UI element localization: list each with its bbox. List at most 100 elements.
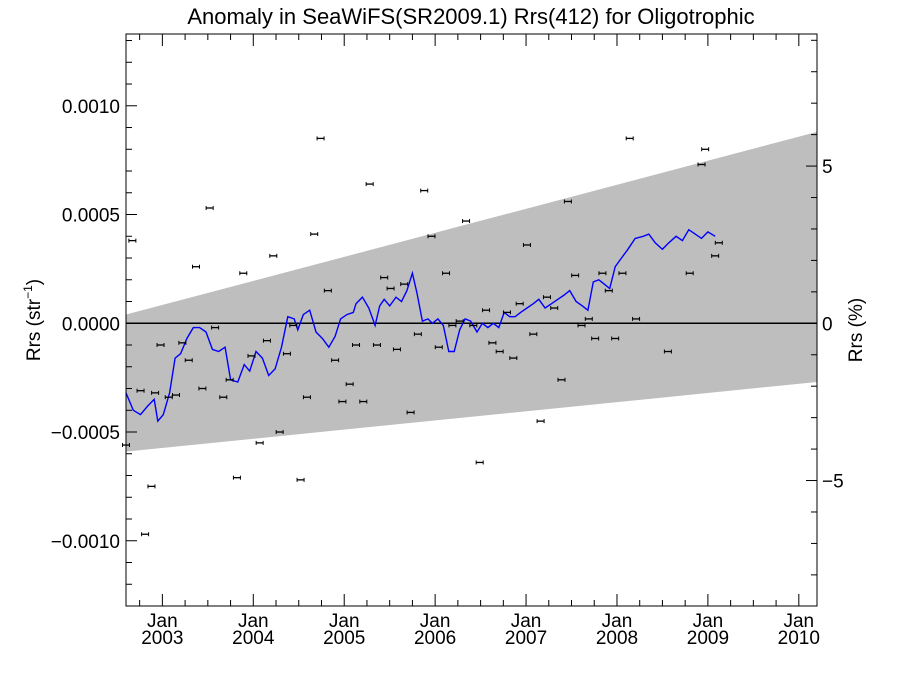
x-tick-label-month: Jan xyxy=(783,611,814,632)
data-point xyxy=(515,301,524,306)
data-point xyxy=(184,358,193,363)
data-point xyxy=(275,430,284,435)
data-point xyxy=(488,340,497,345)
data-point xyxy=(136,388,145,393)
data-point xyxy=(380,275,389,280)
data-point xyxy=(448,323,457,328)
x-tick-label-year: 2009 xyxy=(687,628,729,649)
data-point xyxy=(128,238,137,243)
data-point xyxy=(482,308,491,313)
y-tick-label: 0.0000 xyxy=(62,314,120,335)
data-point xyxy=(386,286,395,291)
x-tick-label-year: 2005 xyxy=(323,628,365,649)
data-point xyxy=(198,386,207,391)
data-point xyxy=(663,349,672,354)
data-point xyxy=(225,377,234,382)
data-point xyxy=(178,340,187,345)
y-tick-label: 0.0010 xyxy=(62,97,120,118)
data-point xyxy=(255,440,264,445)
y-right-tick-label: 0 xyxy=(822,314,833,335)
data-point xyxy=(372,343,381,348)
data-point xyxy=(359,399,368,404)
y-tick-label: −0.0010 xyxy=(51,532,120,553)
y-axis-label-superscript: −1 xyxy=(21,285,35,299)
data-point xyxy=(577,323,586,328)
axis-ticks xyxy=(126,34,817,606)
data-point xyxy=(591,336,600,341)
trend-band xyxy=(126,131,817,452)
x-tick-label-month: Jan xyxy=(602,611,633,632)
y-axis-label-main: Rrs (str xyxy=(24,298,45,361)
data-point xyxy=(406,410,415,415)
y-right-tick-label: 5 xyxy=(822,157,833,178)
data-point xyxy=(352,343,361,348)
y-tick-label: −0.0005 xyxy=(51,423,120,444)
data-point xyxy=(289,323,298,328)
data-point xyxy=(529,332,538,337)
x-tick-label-year: 2006 xyxy=(414,628,456,649)
x-tick-labels: Jan2003Jan2004Jan2005Jan2006Jan2007Jan20… xyxy=(141,611,820,649)
data-point xyxy=(604,288,613,293)
data-point xyxy=(584,316,593,321)
data-point xyxy=(536,419,545,424)
data-point xyxy=(557,377,566,382)
data-point xyxy=(625,136,634,141)
y-axis-label-close: ) xyxy=(24,279,45,285)
data-point xyxy=(502,310,511,315)
data-point xyxy=(455,319,464,324)
y-tick-labels: 0.0010 0.0005 0.0000 −0.0005 −0.0010 xyxy=(51,97,120,553)
data-point xyxy=(262,338,271,343)
data-point xyxy=(219,395,228,400)
data-point xyxy=(338,399,347,404)
data-point xyxy=(211,325,220,330)
y-tick-label: 0.0005 xyxy=(62,206,120,227)
x-tick-label-year: 2003 xyxy=(141,628,183,649)
data-point xyxy=(205,205,214,210)
data-point xyxy=(310,232,319,237)
y-right-tick-labels: 5 0 −5 xyxy=(822,157,844,492)
data-point xyxy=(192,264,201,269)
data-point xyxy=(151,390,160,395)
data-point xyxy=(427,234,436,239)
data-point xyxy=(685,271,694,276)
data-point xyxy=(495,349,504,354)
data-point xyxy=(571,273,580,278)
x-tick-label-year: 2004 xyxy=(232,628,275,649)
data-point xyxy=(469,323,478,328)
data-point xyxy=(247,353,256,358)
data-point xyxy=(697,162,706,167)
data-point xyxy=(269,253,278,258)
data-point xyxy=(434,345,443,350)
x-tick-label-month: Jan xyxy=(511,611,542,632)
data-point xyxy=(345,382,354,387)
y-right-axis-label: Rrs (%) xyxy=(846,298,867,362)
data-point xyxy=(462,219,471,224)
data-point xyxy=(701,147,710,152)
data-point xyxy=(413,332,422,337)
data-point xyxy=(618,271,627,276)
data-point xyxy=(147,484,156,489)
x-tick-label-year: 2007 xyxy=(505,628,547,649)
x-tick-label-month: Jan xyxy=(147,611,178,632)
data-point xyxy=(282,351,291,356)
data-point xyxy=(420,188,429,193)
y-axis-label: Rrs (str−1) xyxy=(21,279,45,361)
data-point xyxy=(714,240,723,245)
data-point xyxy=(316,136,325,141)
data-point xyxy=(331,358,340,363)
data-point xyxy=(141,532,150,537)
x-tick-label-month: Jan xyxy=(420,611,451,632)
x-tick-label-month: Jan xyxy=(693,611,724,632)
plot-frame xyxy=(125,33,818,607)
data-point xyxy=(323,288,332,293)
data-point xyxy=(232,475,241,480)
x-tick-label-year: 2008 xyxy=(596,628,638,649)
x-tick-label-month: Jan xyxy=(329,611,360,632)
data-point xyxy=(563,199,572,204)
chart-title: Anomaly in SeaWiFS(SR2009.1) Rrs(412) fo… xyxy=(187,4,754,29)
data-point xyxy=(296,477,305,482)
data-point xyxy=(392,347,401,352)
data-point xyxy=(522,242,531,247)
data-points xyxy=(122,136,723,537)
data-point xyxy=(509,356,518,361)
